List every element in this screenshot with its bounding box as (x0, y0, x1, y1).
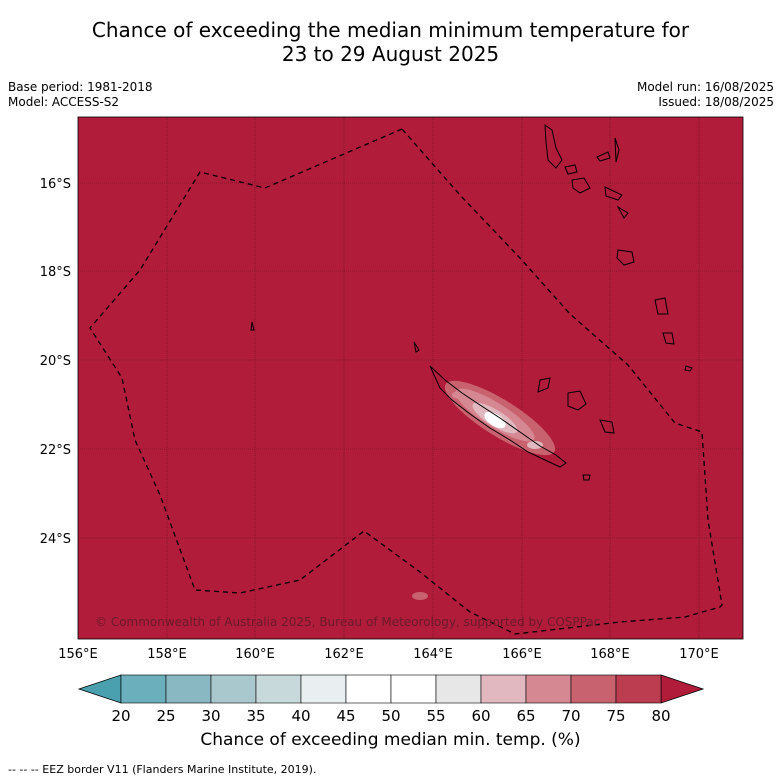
colorbar-tick-label: 75 (606, 707, 625, 725)
lon-tick: 162°E (324, 647, 364, 662)
colorbar-segment (615, 674, 662, 704)
colorbar-segment (525, 674, 572, 704)
lon-tick-labels: 156°E 158°E 160°E 162°E 164°E 166°E 168°… (58, 647, 719, 662)
map-title: Chance of exceeding the median minimum t… (0, 18, 781, 66)
lat-tick: 20°S (40, 354, 71, 369)
colorbar-tick-label: 25 (156, 707, 175, 725)
base-period: Base period: 1981-2018 (8, 80, 153, 94)
lon-tick: 170°E (679, 647, 719, 662)
lon-tick: 160°E (235, 647, 275, 662)
colorbar-segment (435, 674, 482, 704)
lat-tick: 24°S (40, 532, 71, 547)
map-background (78, 117, 743, 639)
colorbar-tick-label: 65 (516, 707, 535, 725)
issued-date: Issued: 18/08/2025 (658, 95, 774, 109)
meta-left: Base period: 1981-2018 Model: ACCESS-S2 (8, 80, 153, 110)
lon-tick: 166°E (502, 647, 542, 662)
colorbar-tick-label: 45 (336, 707, 355, 725)
colorbar-segment (345, 674, 392, 704)
colorbar-segment (570, 674, 617, 704)
eez-border (89, 128, 723, 635)
meta-right: Model run: 16/08/2025 Issued: 18/08/2025 (637, 80, 774, 110)
colorbar-segment (255, 674, 302, 704)
gridlines (78, 117, 743, 639)
colorbar-tick-label: 50 (381, 707, 400, 725)
colorbar-high-extend (660, 674, 705, 704)
lon-tick: 158°E (147, 647, 187, 662)
colorbar-segment (120, 674, 167, 704)
lat-tick: 16°S (40, 177, 71, 192)
map-frame (77, 116, 744, 640)
colorbar-segment (210, 674, 257, 704)
colorbar-low-extend (77, 674, 122, 704)
colorbar-segment (390, 674, 437, 704)
colorbar-title: Chance of exceeding median min. temp. (%… (200, 730, 581, 750)
map-title-line2: 23 to 29 August 2025 (281, 42, 500, 66)
colorbar-tick-label: 40 (291, 707, 310, 725)
model-name: Model: ACCESS-S2 (8, 95, 120, 109)
colorbar-tick-label: 35 (246, 707, 265, 725)
islands (250, 123, 693, 481)
new-caledonia-outline (429, 365, 567, 468)
colorbar-tick-label: 30 (201, 707, 220, 725)
colorbar-segment (165, 674, 212, 704)
map-title-line1: Chance of exceeding the median minimum t… (91, 18, 690, 42)
lat-tick: 22°S (40, 443, 71, 458)
lon-tick: 168°E (590, 647, 630, 662)
colorbar-tick-label: 70 (561, 707, 580, 725)
colorbar-tick-label: 60 (471, 707, 490, 725)
lon-tick: 156°E (58, 647, 98, 662)
colorbar-segment (300, 674, 347, 704)
copyright-text: © Commonwealth of Australia 2025, Bureau… (95, 615, 600, 629)
colorbar-tick-label: 55 (426, 707, 445, 725)
colorbar-segment (480, 674, 527, 704)
colorbar-tick-label: 20 (111, 707, 130, 725)
lat-tick-labels: 16°S 18°S 20°S 22°S 24°S (40, 177, 71, 547)
eez-footnote: -- -- -- EEZ border V11 (Flanders Marine… (8, 763, 317, 776)
colorbar: 20 25 30 35 40 45 50 55 60 65 70 75 80 (77, 674, 705, 725)
lat-tick: 18°S (40, 265, 71, 280)
lon-tick: 164°E (413, 647, 453, 662)
colorbar-tick-label: 80 (651, 707, 670, 725)
model-run: Model run: 16/08/2025 (636, 80, 774, 94)
